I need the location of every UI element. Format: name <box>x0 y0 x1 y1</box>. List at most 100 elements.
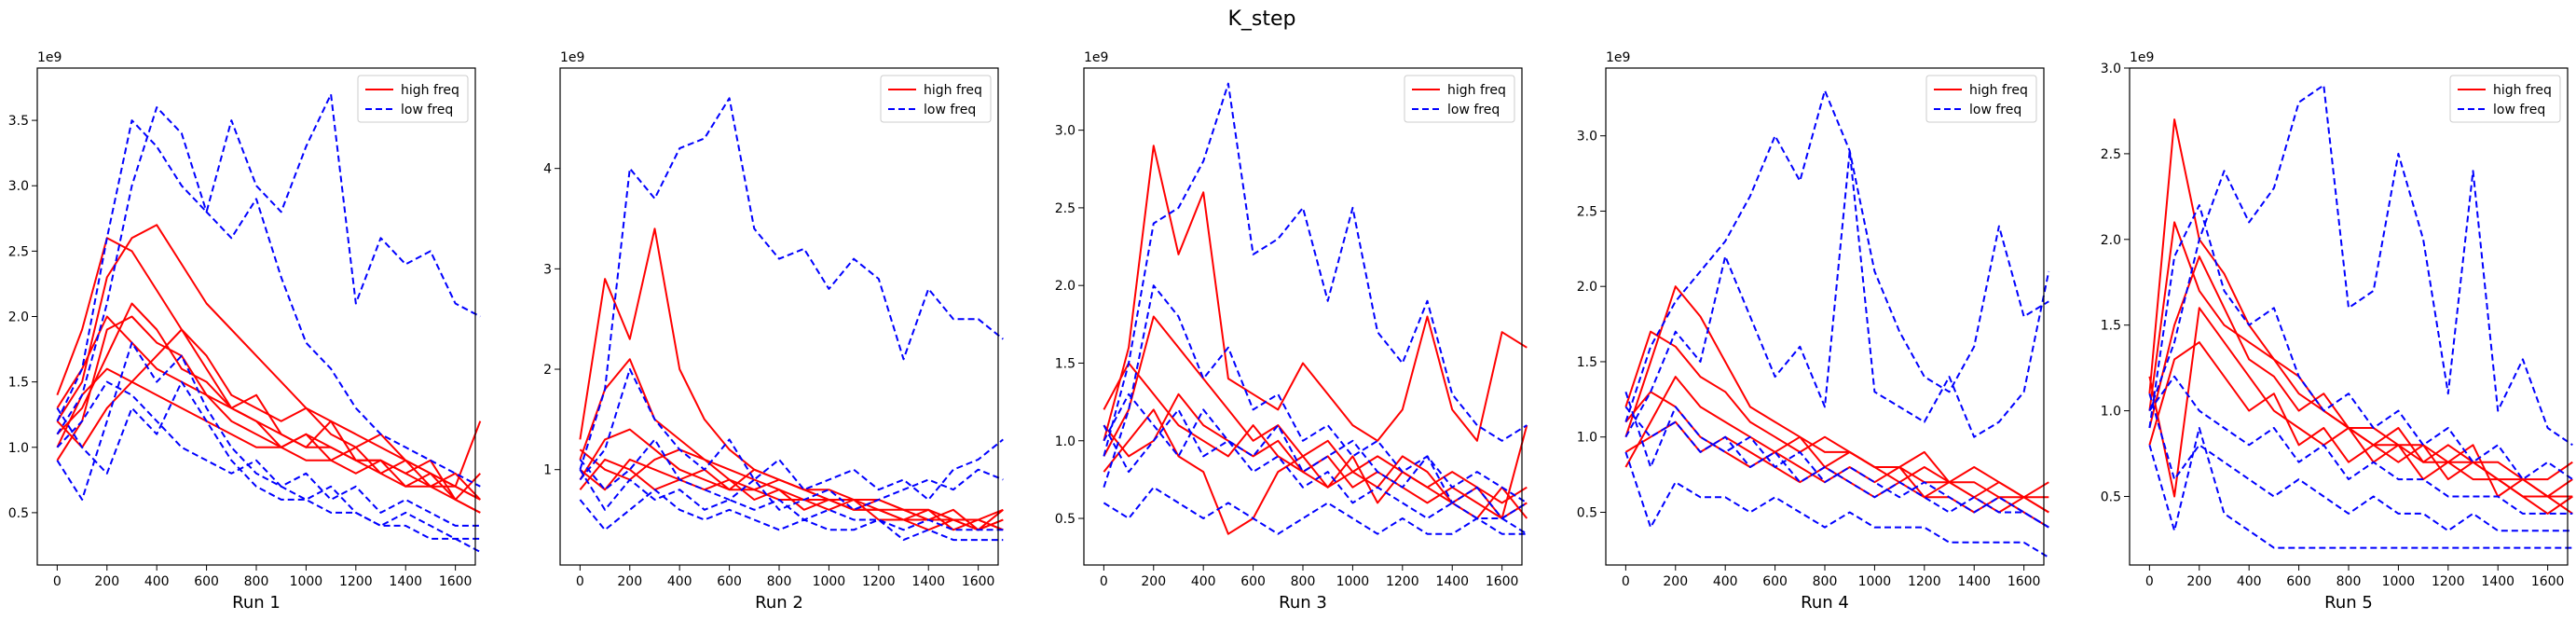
legend-box <box>357 75 469 123</box>
x-tick-label: 400 <box>1191 574 1216 589</box>
y-tick-label: 2.0 <box>8 310 29 325</box>
x-tick-label: 1400 <box>1957 574 1991 589</box>
series-line-high-1 <box>1103 145 1528 442</box>
x-tick-label: 1200 <box>1908 574 1941 589</box>
x-axis-label: Run 3 <box>1279 593 1327 613</box>
legend-box <box>2449 75 2561 123</box>
series-line-high-4 <box>2148 307 2573 498</box>
series-line-high-4 <box>56 315 481 514</box>
y-tick-label: 4 <box>543 162 552 177</box>
x-tick-label: 200 <box>617 574 642 589</box>
y-tick-label: 0.5 <box>8 506 29 521</box>
y-tick-label: 1.0 <box>1577 431 1597 446</box>
series-line-high-7 <box>56 328 482 501</box>
legend-label-high: high freq <box>1447 83 1506 98</box>
x-tick-label: 1400 <box>911 574 945 589</box>
series-line-low-7 <box>1624 149 2050 438</box>
series-line-low-9 <box>56 106 481 488</box>
x-tick-label: 1400 <box>389 574 422 589</box>
y-tick-label: 2.0 <box>1055 279 1076 294</box>
series-line-low-7 <box>1103 284 1528 504</box>
series-line-low-7 <box>579 97 1004 470</box>
x-tick-label: 1600 <box>439 574 473 589</box>
legend-box <box>1925 75 2037 123</box>
series-line-high-6 <box>579 458 1004 531</box>
series-line-low-11 <box>579 469 1004 531</box>
x-tick-label: 200 <box>1663 574 1688 589</box>
x-tick-label: 1200 <box>339 574 373 589</box>
y-offset-text: 1e9 <box>2130 50 2154 65</box>
series-line-low-8 <box>579 368 1004 501</box>
legend-label-high: high freq <box>1969 83 2028 98</box>
subplot-run-4: 0 200 400 600 800 1000 1200 1400 1600 0.5 1.0 1.5 2.… <box>1577 50 2050 613</box>
legend-label-low: low freq <box>1969 103 2021 117</box>
series-line-high-5 <box>1103 393 1528 519</box>
series-line-low-10 <box>1103 393 1528 519</box>
x-tick-label: 1000 <box>1336 574 1370 589</box>
legend-label-low: low freq <box>2493 103 2545 117</box>
x-tick-label: 800 <box>2336 574 2362 589</box>
y-tick-label: 1.5 <box>1577 355 1597 370</box>
y-tick-label: 1.0 <box>8 441 29 456</box>
series-line-low-9 <box>579 438 1004 511</box>
series-line-low-8 <box>2148 427 2573 549</box>
legend-label-low: low freq <box>401 103 453 117</box>
y-tick-label: 1 <box>543 463 552 478</box>
series-line-high-3 <box>2148 255 2573 481</box>
subplot-run-3: 0 200 400 600 800 1000 1200 1400 1600 0.5 1.0 1.5 2.… <box>1055 50 1528 613</box>
series-line-low-10 <box>579 489 1004 542</box>
series-line-low-6 <box>1103 82 1528 457</box>
x-tick-label: 1200 <box>1386 574 1419 589</box>
series-line-high-1 <box>1624 285 2049 499</box>
series-line-high-1 <box>56 224 481 501</box>
axes-frame <box>2129 67 2569 566</box>
y-tick-label: 2.5 <box>1577 204 1597 219</box>
y-offset-text: 1e9 <box>560 50 584 65</box>
series-line-high-2 <box>56 237 482 488</box>
x-tick-label: 1600 <box>2007 574 2041 589</box>
series-line-low-10 <box>56 341 481 540</box>
series-line-low-10 <box>1624 406 2049 529</box>
y-tick-label: 1.0 <box>1055 434 1076 449</box>
series-line-low-7 <box>2148 204 2573 481</box>
series-line-low-8 <box>56 93 481 422</box>
series-line-high-2 <box>1103 315 1528 504</box>
legend-label-high: high freq <box>2493 83 2552 98</box>
legend-label-high: high freq <box>401 83 459 98</box>
series-line-high-5 <box>579 448 1004 531</box>
legend-box <box>880 75 992 123</box>
y-tick-label: 3.0 <box>2101 62 2121 76</box>
series-line-high-6 <box>56 367 481 514</box>
series-line-low-9 <box>2148 393 2573 532</box>
x-tick-label: 0 <box>1100 574 1108 589</box>
x-tick-label: 0 <box>2145 574 2154 589</box>
x-axis-label: Run 4 <box>1801 593 1849 613</box>
series-line-high-5 <box>2148 341 2573 515</box>
subplot-run-2: 0 200 400 600 800 1000 1200 1400 1600 1 2 3 4 1e9 Run … <box>543 50 1004 613</box>
x-tick-label: 1600 <box>1486 574 1519 589</box>
y-tick-label: 1.5 <box>8 376 29 391</box>
x-tick-label: 800 <box>767 574 792 589</box>
y-tick-label: 2.5 <box>8 244 29 259</box>
y-tick-label: 1.0 <box>2101 405 2121 420</box>
y-offset-text: 1e9 <box>1606 50 1630 65</box>
y-tick-label: 3 <box>543 262 552 277</box>
x-axis-label: Run 5 <box>2324 593 2373 613</box>
series-line-high-3 <box>1624 376 2049 514</box>
y-tick-label: 2.5 <box>1055 201 1076 216</box>
y-tick-label: 2.5 <box>2101 147 2121 162</box>
subplot-run-1: 0 200 400 600 800 1000 1200 1400 1600 0.5 1.0 1.5 2.… <box>8 50 482 613</box>
x-tick-label: 800 <box>244 574 269 589</box>
x-tick-label: 0 <box>576 574 584 589</box>
x-axis-label: Run 2 <box>755 593 803 613</box>
x-tick-label: 600 <box>2286 574 2311 589</box>
legend-label-low: low freq <box>924 103 976 117</box>
x-tick-label: 400 <box>2237 574 2262 589</box>
x-tick-label: 1400 <box>2481 574 2514 589</box>
legend-box <box>1404 75 1515 123</box>
series-line-high-2 <box>579 358 1004 531</box>
x-tick-label: 600 <box>717 574 742 589</box>
legend-label-high: high freq <box>924 83 982 98</box>
figure-suptitle: K_step <box>1227 7 1295 31</box>
